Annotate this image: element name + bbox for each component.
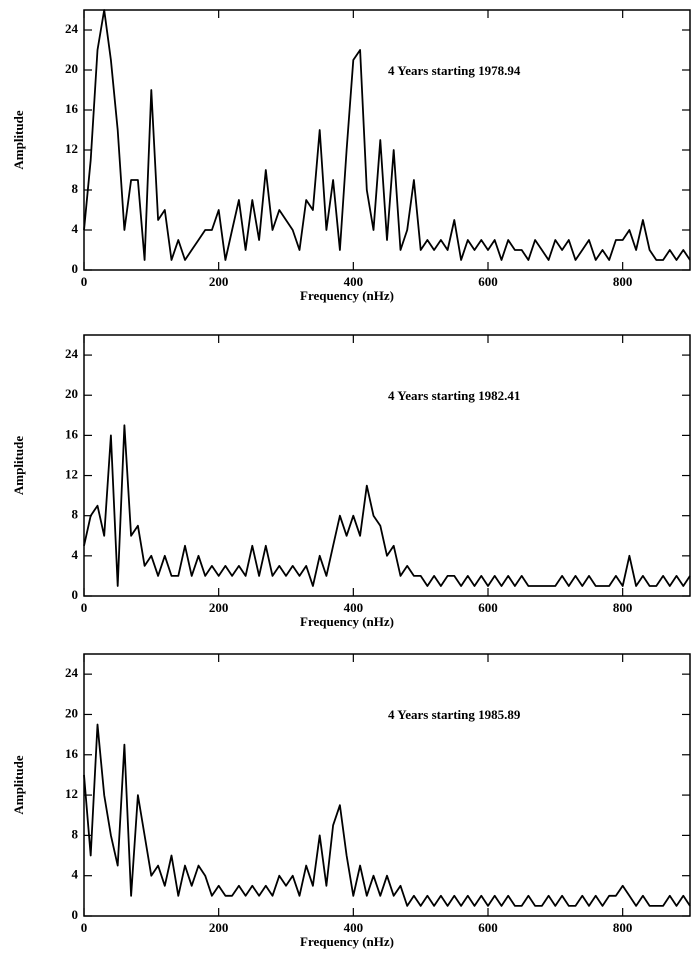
x-tick-label: 600	[478, 274, 498, 289]
x-axis-label: Frequency (nHz)	[300, 288, 394, 303]
y-tick-label: 0	[72, 261, 79, 276]
annotation: 4 Years starting 1985.89	[388, 707, 521, 722]
y-tick-label: 20	[65, 61, 78, 76]
y-tick-label: 8	[72, 181, 79, 196]
y-tick-label: 16	[65, 746, 79, 761]
y-tick-label: 4	[72, 221, 79, 236]
plot-frame	[83, 9, 691, 271]
spectrum-line	[83, 723, 691, 907]
y-tick-label: 0	[72, 587, 79, 602]
y-tick-label: 4	[72, 547, 79, 562]
y-tick-label: 24	[65, 346, 79, 361]
y-axis-label: Amplitude	[11, 755, 26, 814]
y-tick-label: 8	[72, 507, 79, 522]
x-tick-label: 400	[344, 920, 364, 935]
y-tick-label: 16	[65, 101, 79, 116]
y-tick-label: 12	[65, 786, 78, 801]
x-tick-label: 200	[209, 600, 229, 615]
x-axis-label: Frequency (nHz)	[300, 934, 394, 949]
x-tick-label: 0	[81, 920, 88, 935]
x-tick-label: 400	[344, 274, 364, 289]
x-tick-label: 200	[209, 274, 229, 289]
y-tick-label: 20	[65, 705, 78, 720]
y-tick-label: 12	[65, 467, 78, 482]
x-tick-label: 800	[613, 274, 633, 289]
y-tick-label: 12	[65, 141, 78, 156]
spectrum-line	[83, 424, 691, 587]
y-tick-label: 24	[65, 21, 79, 36]
x-tick-label: 800	[613, 600, 633, 615]
x-tick-label: 600	[478, 920, 498, 935]
x-tick-label: 600	[478, 600, 498, 615]
plot-frame	[83, 334, 691, 597]
annotation: 4 Years starting 1982.41	[388, 388, 520, 403]
x-tick-label: 400	[344, 600, 364, 615]
y-tick-label: 0	[72, 907, 79, 922]
y-tick-label: 20	[65, 386, 78, 401]
spectrum-line	[83, 9, 691, 261]
x-tick-label: 0	[81, 600, 88, 615]
y-tick-label: 8	[72, 826, 79, 841]
x-tick-label: 0	[81, 274, 88, 289]
y-axis-label: Amplitude	[11, 436, 26, 495]
y-axis-label: Amplitude	[11, 110, 26, 169]
y-tick-label: 4	[72, 867, 79, 882]
annotation: 4 Years starting 1978.94	[388, 63, 521, 78]
x-axis-label: Frequency (nHz)	[300, 614, 394, 629]
x-tick-label: 200	[209, 920, 229, 935]
x-tick-label: 800	[613, 920, 633, 935]
y-tick-label: 24	[65, 665, 79, 680]
y-tick-label: 16	[65, 426, 79, 441]
